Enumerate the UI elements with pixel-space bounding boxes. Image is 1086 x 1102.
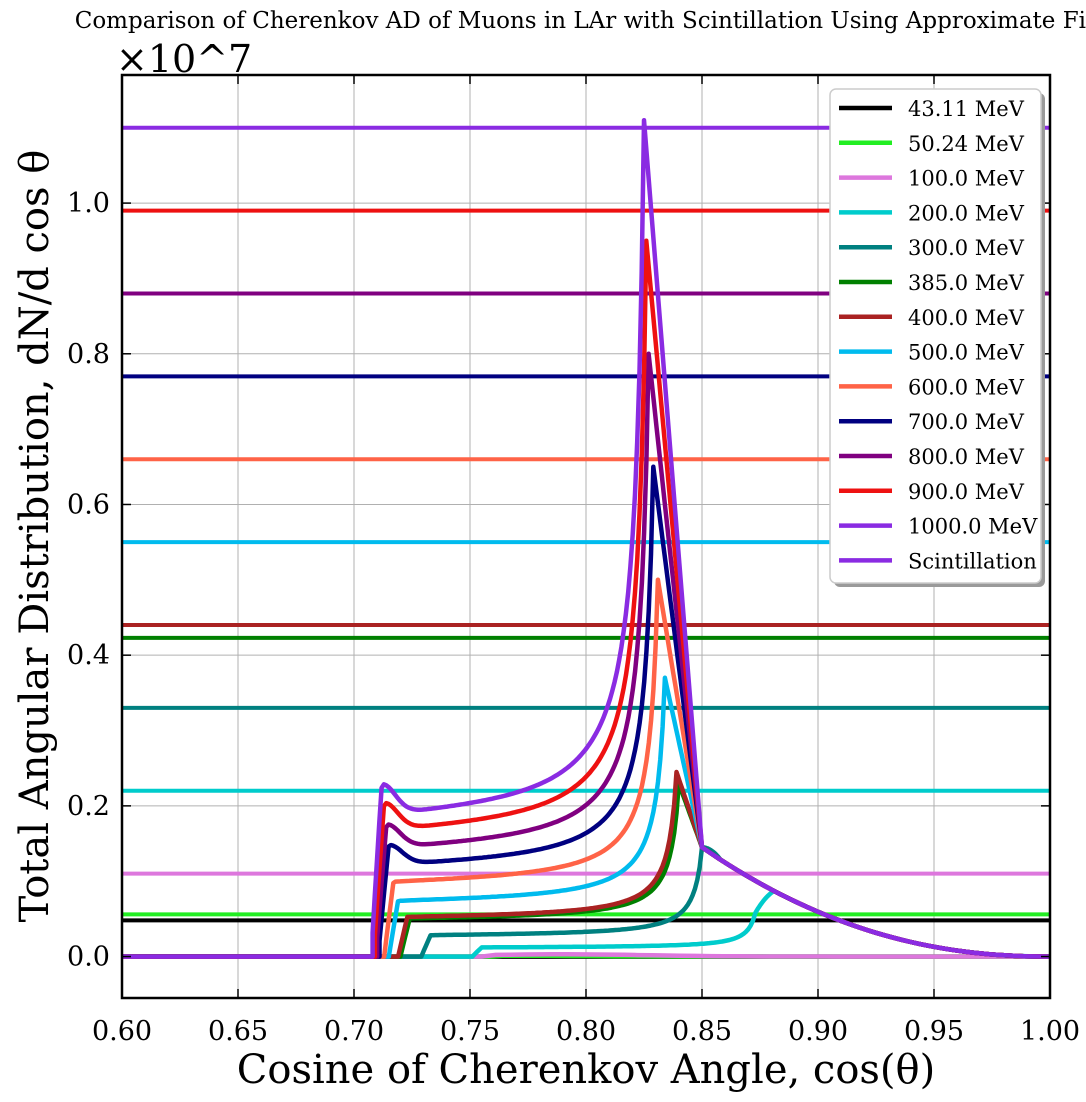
series-curve [122,117,1051,959]
chart-title: Comparison of Cherenkov AD of Muons in L… [75,8,1086,34]
legend-label: 50.24 MeV [908,132,1025,156]
y-tick-label: 0.4 [67,640,110,671]
x-tick-label: 0.85 [672,1016,732,1047]
legend: 43.11 MeV 50.24 MeV 100.0 MeV 200.0 MeV 300.… [829,88,1045,587]
legend-label: Scintillation [908,549,1037,573]
legend-label: 800.0 MeV [908,445,1025,469]
series-curves [122,117,1051,959]
axis-ticks: 0.60 0.65 0.70 0.75 0.80 0.85 0.90 0.95 1.00 0.0 0… [67,75,1080,1047]
x-tick-label: 0.95 [904,1016,964,1047]
legend-label: 100.0 MeV [908,167,1025,191]
legend-label: 600.0 MeV [908,375,1025,399]
x-tick-label: 1.00 [1020,1016,1080,1047]
y-tick-label: 0.2 [67,791,110,822]
x-tick-label: 0.70 [324,1016,384,1047]
y-multiplier: ×10^7 [116,37,252,81]
x-tick-label: 0.80 [556,1016,616,1047]
y-tick-label: 0.0 [67,942,110,973]
legend-label: 900.0 MeV [908,480,1025,504]
y-tick-label: 1.0 [67,188,110,219]
y-axis-label: Total Angular Distribution, dN/d cos θ [12,150,58,923]
legend-box [829,88,1042,584]
legend-label: 1000.0 MeV [908,515,1038,539]
x-axis-label: Cosine of Cherenkov Angle, cos(θ) [237,1047,935,1093]
x-tick-label: 0.75 [440,1016,500,1047]
legend-label: 700.0 MeV [908,410,1025,434]
legend-label: 200.0 MeV [908,201,1025,225]
x-tick-label: 0.65 [208,1016,268,1047]
y-tick-label: 0.6 [67,489,110,520]
legend-label: 500.0 MeV [908,341,1025,365]
legend-label: 400.0 MeV [908,306,1025,330]
x-tick-label: 0.90 [788,1016,848,1047]
legend-label: 43.11 MeV [908,97,1025,121]
x-tick-label: 0.60 [92,1016,152,1047]
legend-label: 300.0 MeV [908,236,1025,260]
y-tick-label: 0.8 [67,339,110,370]
legend-label: 385.0 MeV [908,271,1025,295]
series-curve [122,952,1050,959]
